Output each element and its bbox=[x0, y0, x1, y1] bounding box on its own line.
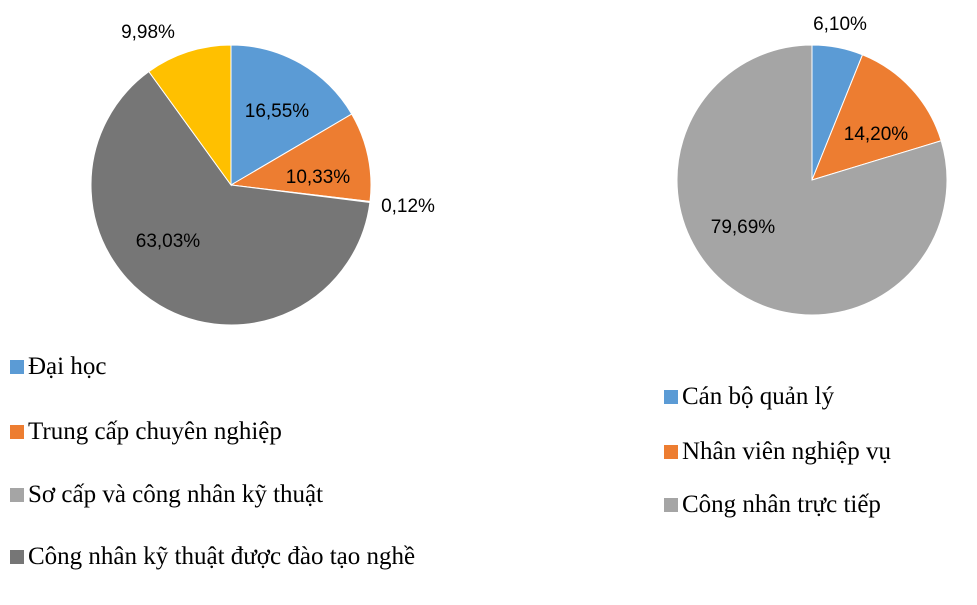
legend-item: Trung cấp chuyên nghiệp bbox=[10, 417, 460, 447]
legend-item: Nhân viên nghiệp vụ bbox=[664, 437, 977, 467]
legend-label: Sơ cấp và công nhân kỹ thuật bbox=[28, 481, 324, 508]
data-label: 63,03% bbox=[136, 231, 201, 252]
legend-item: Đại học bbox=[10, 352, 460, 382]
pie-slice bbox=[229, 113, 372, 203]
legend-label: Công nhân trực tiếp bbox=[682, 491, 881, 518]
data-label: 79,69% bbox=[711, 217, 776, 238]
legend-item: Công nhân trực tiếp bbox=[664, 490, 977, 520]
legend-label: Công nhân kỹ thuật được đào tạo nghề bbox=[28, 543, 416, 570]
data-label: 0,12% bbox=[381, 196, 435, 217]
pie-slice bbox=[811, 54, 942, 181]
data-label: 16,55% bbox=[245, 101, 310, 122]
legend-swatch bbox=[664, 445, 678, 459]
legend-label: Trung cấp chuyên nghiệp bbox=[28, 418, 282, 445]
legend-swatch bbox=[10, 360, 24, 374]
legend-item: Sơ cấp và công nhân kỹ thuật bbox=[10, 480, 460, 510]
legend-label: Nhân viên nghiệp vụ bbox=[682, 438, 891, 465]
legend-swatch bbox=[664, 390, 678, 404]
data-label: 14,20% bbox=[844, 124, 909, 145]
legend-swatch bbox=[10, 488, 24, 502]
pie-slice bbox=[230, 44, 353, 186]
pie-slice bbox=[148, 44, 232, 187]
legend-item: Cán bộ quản lý bbox=[664, 382, 977, 412]
legend-swatch bbox=[10, 550, 24, 564]
data-label: 9,98% bbox=[121, 22, 175, 43]
legend-item: Công nhân kỹ thuật được đào tạo nghề bbox=[10, 542, 460, 572]
legend-label: Cán bộ quản lý bbox=[682, 383, 835, 410]
legend-label: Đại học bbox=[28, 353, 107, 380]
pie-slice bbox=[90, 70, 371, 326]
legend-swatch bbox=[664, 498, 678, 512]
data-label: 6,10% bbox=[813, 14, 867, 35]
data-label: 10,33% bbox=[286, 167, 351, 188]
pie-slice bbox=[676, 44, 948, 316]
legend-swatch bbox=[10, 425, 24, 439]
